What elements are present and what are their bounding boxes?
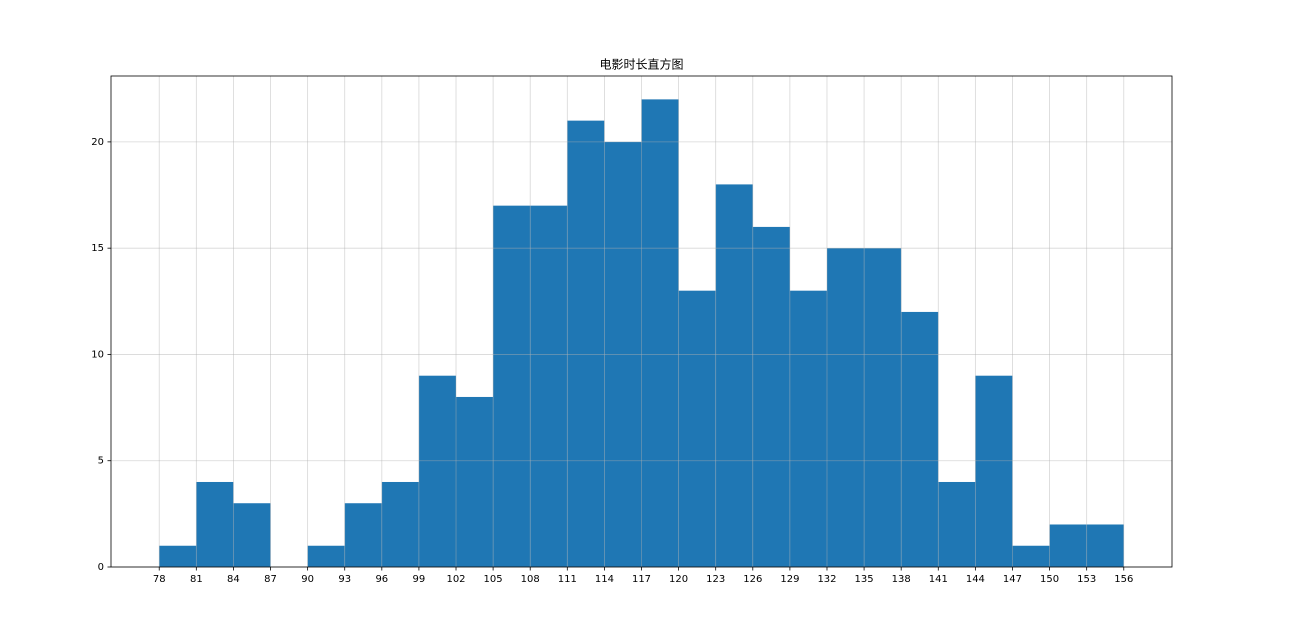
x-tick-label: 108 xyxy=(521,574,540,585)
x-tick-label: 123 xyxy=(706,574,725,585)
x-tick-label: 132 xyxy=(817,574,836,585)
bar xyxy=(678,290,716,567)
bar xyxy=(1012,545,1050,567)
bar xyxy=(938,481,976,567)
bar xyxy=(307,545,345,567)
x-tick-label: 135 xyxy=(855,574,874,585)
x-tick-label: 144 xyxy=(966,574,985,585)
bar xyxy=(493,205,531,567)
x-tick-label: 114 xyxy=(595,574,614,585)
chart-title: 电影时长直方图 xyxy=(599,57,683,72)
plot-frame xyxy=(110,75,1173,568)
bar xyxy=(418,375,457,567)
x-tick-label: 111 xyxy=(558,574,577,585)
bar xyxy=(715,184,753,568)
x-tick-label: 117 xyxy=(632,574,651,585)
bar xyxy=(344,503,382,567)
x-tick-label: 84 xyxy=(227,574,240,585)
bar xyxy=(196,481,234,567)
bar xyxy=(864,248,902,568)
bar xyxy=(901,311,939,567)
x-tick-label: 93 xyxy=(338,574,351,585)
y-tick-label: 20 xyxy=(91,137,104,148)
bar xyxy=(159,545,197,567)
bar xyxy=(641,99,679,567)
x-tick-label: 87 xyxy=(264,574,277,585)
bar xyxy=(975,375,1013,567)
y-tick-label: 10 xyxy=(91,349,104,360)
x-tick-label: 156 xyxy=(1114,574,1133,585)
x-tick-label: 99 xyxy=(413,574,426,585)
y-tick-label: 15 xyxy=(91,243,104,254)
x-tick-label: 81 xyxy=(190,574,203,585)
x-tick-label: 147 xyxy=(1003,574,1022,585)
x-tick-label: 141 xyxy=(929,574,948,585)
x-tick-label: 153 xyxy=(1077,574,1096,585)
x-tick-label: 105 xyxy=(484,574,503,585)
bar xyxy=(752,226,790,567)
y-tick-label: 0 xyxy=(98,562,104,573)
x-tick-label: 126 xyxy=(743,574,762,585)
x-tick-label: 78 xyxy=(153,574,166,585)
x-tick-label: 120 xyxy=(669,574,688,585)
bar xyxy=(456,396,494,567)
x-tick-label: 138 xyxy=(892,574,911,585)
bar xyxy=(530,205,568,567)
bar xyxy=(789,290,827,567)
x-tick-label: 102 xyxy=(446,574,465,585)
x-tick-label: 90 xyxy=(301,574,314,585)
x-tick-label: 96 xyxy=(375,574,388,585)
y-tick-label: 5 xyxy=(98,456,104,467)
bar xyxy=(1049,524,1087,567)
x-tick-label: 129 xyxy=(780,574,799,585)
bar xyxy=(1086,524,1124,567)
bar xyxy=(826,248,865,568)
bar xyxy=(381,481,419,567)
bar xyxy=(567,120,605,568)
bar xyxy=(233,503,271,567)
x-tick-label: 150 xyxy=(1040,574,1059,585)
